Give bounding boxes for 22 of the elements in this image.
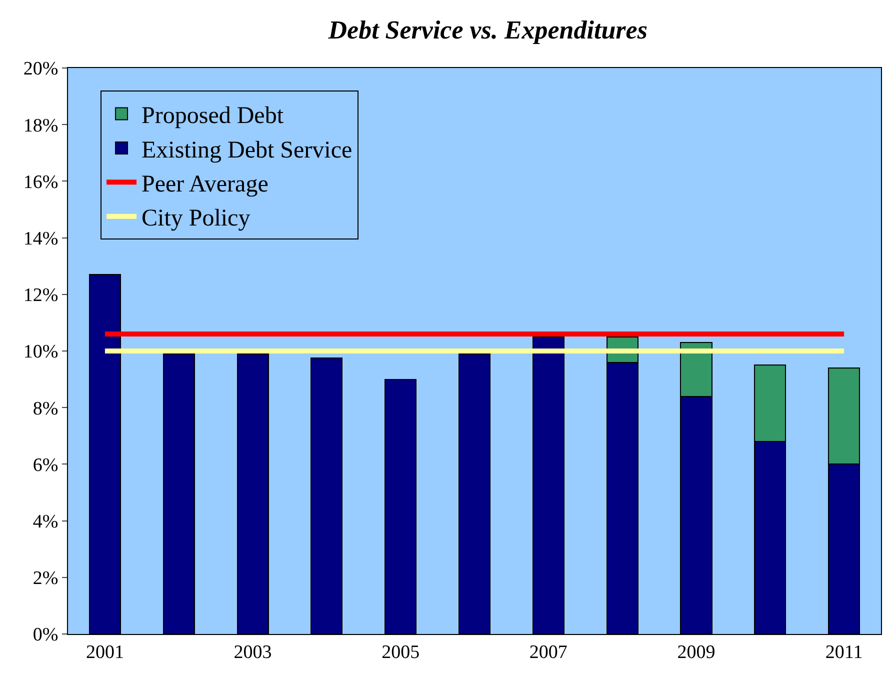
x-tick-label: 2009 (677, 642, 716, 663)
chart-title: Debt Service vs. Expenditures (327, 16, 648, 45)
legend-label: Peer Average (142, 172, 268, 198)
y-tick-label: 12% (23, 285, 58, 306)
y-tick-label: 8% (32, 398, 58, 420)
x-tick-label: 2011 (825, 642, 863, 663)
y-tick-label: 6% (32, 454, 58, 476)
x-tick-label: 2001 (86, 642, 124, 663)
y-tick-label: 16% (23, 172, 58, 193)
y-tick-label: 0% (32, 624, 58, 646)
legend-label: Existing Debt Service (142, 137, 352, 164)
y-tick-label: 18% (23, 115, 58, 136)
x-tick-label: 2005 (382, 642, 420, 663)
y-tick-label: 14% (23, 228, 58, 250)
y-tick-label: 2% (32, 568, 58, 590)
y-tick-label: 4% (32, 511, 58, 532)
y-tick-label: 20% (23, 58, 58, 80)
x-tick-label: 2003 (234, 642, 272, 663)
legend-label: City Policy (142, 206, 250, 232)
legend-label: Proposed Debt (142, 103, 284, 130)
y-tick-label: 10% (23, 342, 58, 363)
x-tick-label: 2007 (529, 642, 568, 663)
